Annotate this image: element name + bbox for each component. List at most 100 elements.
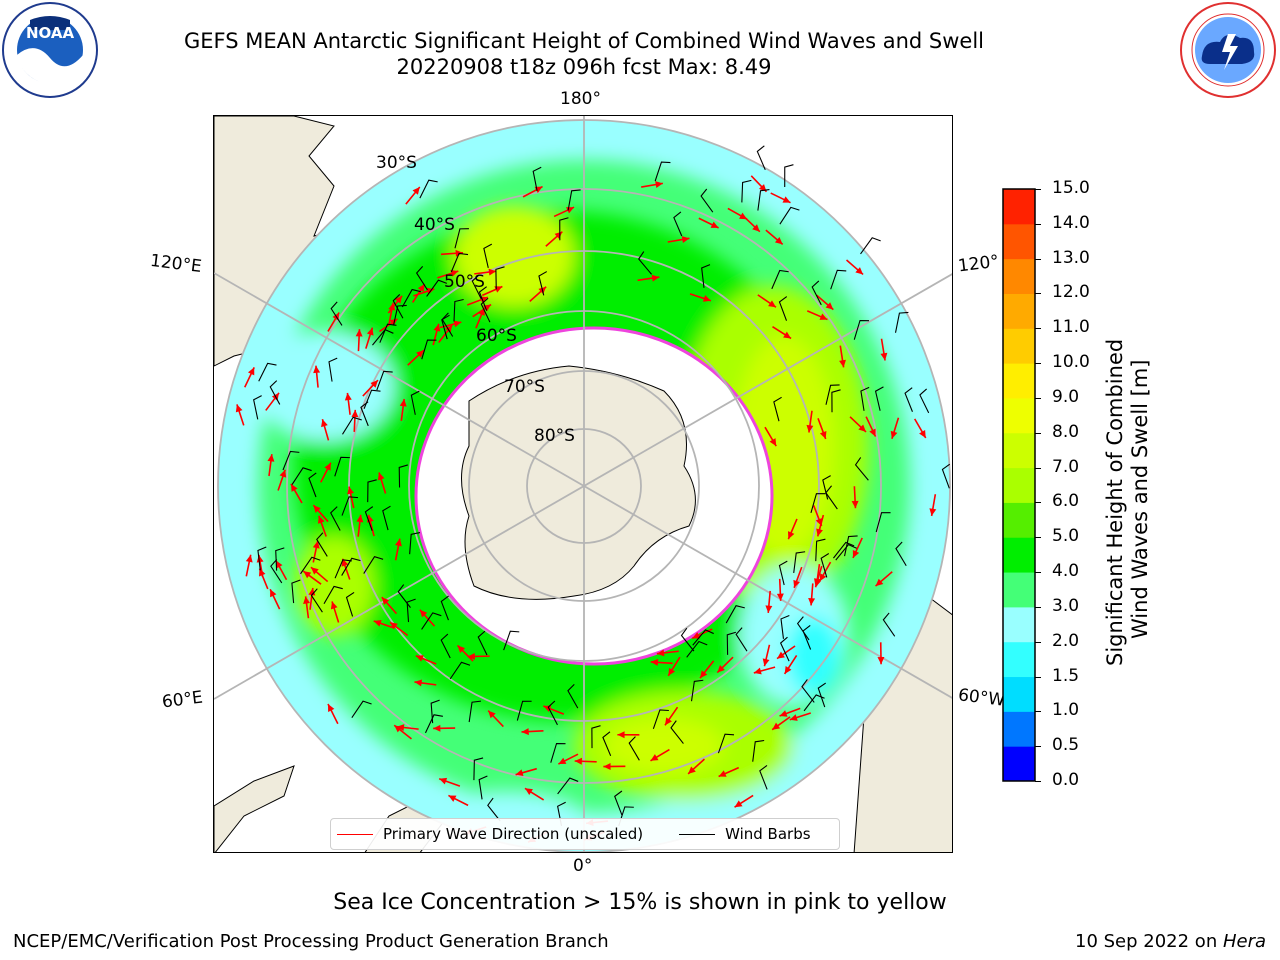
wind-barb [784, 164, 794, 188]
wave-arrow-head [668, 667, 676, 676]
colorbar-tick-label: 12.0 [1052, 282, 1090, 303]
wind-barb [822, 475, 831, 500]
wave-arrow-head [651, 274, 660, 282]
wave-arrow-head [650, 658, 659, 666]
wave-arrow-head [753, 667, 762, 675]
wind-barb [316, 532, 328, 557]
wind-barb [811, 280, 822, 306]
colorbar-tick-mark [1035, 258, 1041, 260]
wave-arrow-head [328, 704, 335, 713]
wave-arrow-head [415, 655, 424, 662]
wave-arrow-head [317, 515, 325, 524]
wind-barb [860, 386, 870, 411]
wave-arrow-head [869, 428, 876, 437]
wave-arrow-head [774, 237, 783, 245]
wind-barb [516, 700, 532, 721]
wind-barb [882, 612, 896, 637]
wind-barb [830, 269, 847, 290]
colorbar-tick-label: 5.0 [1052, 526, 1080, 547]
wave-arrow-head [330, 601, 338, 610]
wave-arrow-head [395, 538, 402, 547]
wind-barb [614, 790, 623, 816]
wave-arrow-head [852, 549, 860, 558]
wave-arrow-head [270, 589, 277, 598]
chart-title: GEFS MEAN Antarctic Significant Height o… [183, 29, 985, 53]
wave-direction-arrows [235, 175, 937, 843]
wind-barb [495, 266, 505, 290]
wind-barb [817, 682, 827, 708]
wind-barb-swatch [679, 833, 716, 835]
colorbar-bin [1003, 432, 1035, 469]
colorbar-tick-mark [1035, 572, 1041, 574]
wind-barb [367, 479, 377, 503]
wind-barb [860, 237, 881, 255]
wind-barb [831, 389, 841, 413]
wind-barb [557, 777, 579, 795]
wind-barb [773, 396, 782, 422]
wave-arrow-head [806, 424, 814, 433]
wind-barb [875, 512, 891, 533]
colorbar-bin [1003, 746, 1035, 782]
wind-barb [424, 714, 443, 734]
wave-arrow-head [524, 788, 533, 796]
wave-arrow-head [819, 313, 828, 320]
noaa-logo-text: NOAA [26, 24, 75, 42]
wave-arrow-head [373, 620, 382, 627]
wave-arrow-head [779, 710, 788, 717]
colorbar-tick-label: 10.0 [1052, 352, 1090, 373]
wind-barb [270, 559, 283, 584]
colorbar-bin [1003, 606, 1035, 643]
wind-barb [480, 297, 491, 323]
wind-barb [454, 228, 469, 249]
lat-label-80: 80°S [534, 426, 575, 446]
wind-barb [801, 679, 815, 703]
wind-barb [692, 629, 714, 646]
wave-arrow-head [370, 380, 378, 388]
noaa-logo: NOAA [2, 2, 98, 98]
wave-arrow-head [291, 483, 298, 492]
wind-barb [844, 535, 858, 557]
wind-barb [717, 733, 735, 754]
wind-barb [351, 700, 372, 719]
wave-arrow-head [851, 500, 859, 509]
wind-barb [392, 294, 404, 319]
wind-barb [904, 387, 913, 412]
colorbar-tick-label: 1.5 [1052, 665, 1080, 686]
wave-arrow-head [321, 419, 328, 428]
colorbar-tick-label: 11.0 [1052, 317, 1090, 338]
wind-barb [894, 311, 909, 333]
lon-label-180: 180° [560, 89, 601, 109]
wind-barb [759, 764, 768, 790]
colorbar-tick-mark [1035, 328, 1041, 330]
wind-barb [559, 217, 569, 241]
wind-barb [726, 631, 737, 655]
colorbar-tick-label: 9.0 [1052, 386, 1080, 407]
wind-barb [854, 457, 869, 481]
wave-arrow-head [275, 560, 283, 569]
wind-barb [291, 467, 312, 485]
colorbar-label-line1: Significant Height of Combined [1103, 338, 1127, 666]
branch-footer: NCEP/EMC/Verification Post Processing Pr… [13, 931, 609, 952]
wave-arrow-head [718, 770, 727, 777]
wind-barb [341, 496, 359, 516]
wave-arrow-head [478, 307, 485, 316]
wave-arrow-head [655, 181, 663, 189]
wind-barb [756, 145, 766, 171]
wind-barb [567, 684, 579, 709]
wind-barb [725, 605, 745, 624]
colorbar-bin [1003, 258, 1035, 294]
colorbar-tick-label: 3.0 [1052, 595, 1080, 616]
wave-arrow-head [394, 725, 403, 733]
wind-barb [269, 380, 281, 405]
wind-barb [793, 551, 806, 573]
lat-label-70: 70°S [504, 377, 545, 397]
colorbar-tick-mark [1035, 711, 1041, 713]
wind-barb [591, 725, 601, 749]
wave-arrow-head [877, 657, 885, 665]
wave-arrow-head [717, 665, 725, 673]
colorbar-tick-mark [1035, 641, 1041, 643]
wind-barb [654, 161, 671, 182]
wind-barb [330, 506, 341, 531]
lat-label-50: 50°S [444, 272, 485, 292]
wave-arrow-head [813, 578, 821, 586]
